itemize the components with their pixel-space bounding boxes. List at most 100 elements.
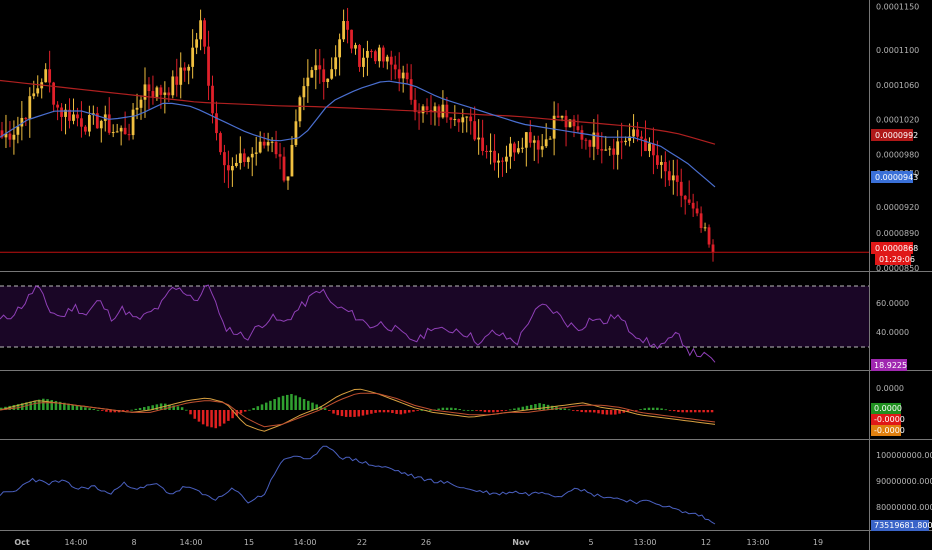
macd-histogram-bar [231, 410, 234, 419]
svg-text:0.0000868: 0.0000868 [875, 244, 918, 253]
macd-histogram-bar [466, 410, 470, 411]
candle-body [36, 88, 40, 94]
macd-histogram-bar [235, 410, 239, 416]
macd-histogram-bar [656, 407, 659, 410]
time-axis-label: 14:00 [293, 538, 316, 547]
macd-histogram-bar [298, 397, 302, 410]
macd-histogram-bar [550, 405, 554, 410]
candle-body [298, 97, 302, 122]
macd-histogram-bar [286, 394, 289, 410]
macd-histogram-bar [386, 410, 390, 413]
macd-histogram-bar [88, 408, 91, 410]
macd-histogram-bar [143, 407, 146, 410]
candle-body [493, 150, 496, 163]
candle-body [548, 138, 552, 140]
candle-body [175, 76, 179, 85]
candle-body [477, 137, 481, 140]
candle-body [52, 82, 56, 105]
macd-histogram-bar [206, 410, 209, 427]
time-axis-label: 26 [421, 538, 431, 547]
macd-histogram-bar [54, 400, 58, 410]
svg-text:18.9225: 18.9225 [874, 361, 907, 370]
macd-histogram-bar [243, 410, 247, 412]
candle-body [366, 50, 369, 58]
time-axis-label: Oct [14, 538, 30, 547]
macd-histogram-bar [264, 402, 268, 410]
candle-body [330, 69, 334, 79]
rsi-value-tag: 18.9225 [871, 359, 907, 371]
candle-body [516, 148, 520, 153]
candle-body [84, 126, 87, 132]
indicator-axis-ticks: 100000000.0000 90000000.0000 80000000.0000 [876, 451, 932, 512]
macd-histogram-bar [58, 401, 62, 410]
candle-body [167, 92, 171, 96]
candle-body [171, 76, 175, 96]
candle-body [195, 39, 199, 48]
macd-histogram-bar [538, 403, 541, 410]
macd-histogram-bar [517, 407, 520, 410]
candle-body [421, 106, 425, 114]
macd-histogram-bar [601, 410, 604, 415]
candle-body [282, 156, 286, 181]
macd-histogram-bar [462, 409, 466, 411]
candle-body [532, 140, 536, 143]
macd-histogram-bar [126, 410, 129, 411]
candle-body [584, 139, 588, 141]
candle-body [401, 72, 405, 79]
macd-histogram-bar [672, 410, 676, 412]
candle-body [4, 133, 8, 138]
macd-histogram-bar [109, 410, 112, 413]
candle-body [524, 132, 528, 148]
candle-body [612, 148, 616, 155]
price-tick-label: 0.0001150 [876, 2, 919, 11]
candle-body [250, 153, 254, 158]
macd-axis-tick: 0.0000 [876, 384, 904, 393]
macd-histogram-bar [222, 410, 226, 424]
candle-body [381, 47, 385, 62]
candle-body [429, 110, 433, 112]
macd-histogram-bar [256, 406, 260, 410]
macd-histogram-bar [420, 410, 424, 411]
macd-histogram-bar [159, 403, 163, 410]
candle-body [405, 72, 409, 80]
candle-body [151, 91, 155, 97]
candle-body [362, 57, 365, 67]
candle-body [576, 126, 580, 131]
candle-body [596, 132, 600, 150]
candle-body [540, 146, 544, 150]
macd-histogram-bar [475, 410, 478, 411]
macd-histogram-bar [138, 407, 142, 410]
macd-histogram-bar [639, 409, 642, 410]
last-price-tag: 0.0000868 [871, 242, 918, 254]
macd-histogram-bar [437, 408, 440, 410]
candle-body [179, 67, 183, 85]
macd-histogram-bar [504, 410, 508, 411]
macd-histogram-bar [542, 403, 546, 410]
candle-body [544, 139, 548, 147]
candle-body [659, 161, 663, 165]
macd-histogram-bar [508, 409, 512, 411]
macd-histogram-bar [496, 410, 499, 413]
candle-body [417, 112, 421, 114]
macd-histogram-bar [155, 404, 159, 410]
macd-histogram-bar [416, 410, 419, 411]
macd-histogram-bar [239, 410, 243, 414]
time-axis-label: 22 [357, 538, 367, 547]
candle-body [48, 69, 52, 83]
candle-body [342, 21, 345, 40]
candle-body [370, 50, 373, 52]
macd-histogram-bar [84, 407, 87, 410]
macd-histogram-bar [454, 408, 457, 410]
candle-body [564, 115, 568, 128]
candle-body [306, 77, 310, 87]
candle-body [274, 141, 278, 155]
candle-body [608, 148, 612, 150]
price-tick-label: 0.0000980 [876, 151, 919, 160]
macd-histogram-bar [214, 410, 218, 429]
candle-body [568, 119, 572, 128]
candle-body [667, 171, 671, 181]
candle-body [683, 195, 687, 200]
candle-body [473, 121, 477, 140]
candle-body [373, 51, 377, 62]
